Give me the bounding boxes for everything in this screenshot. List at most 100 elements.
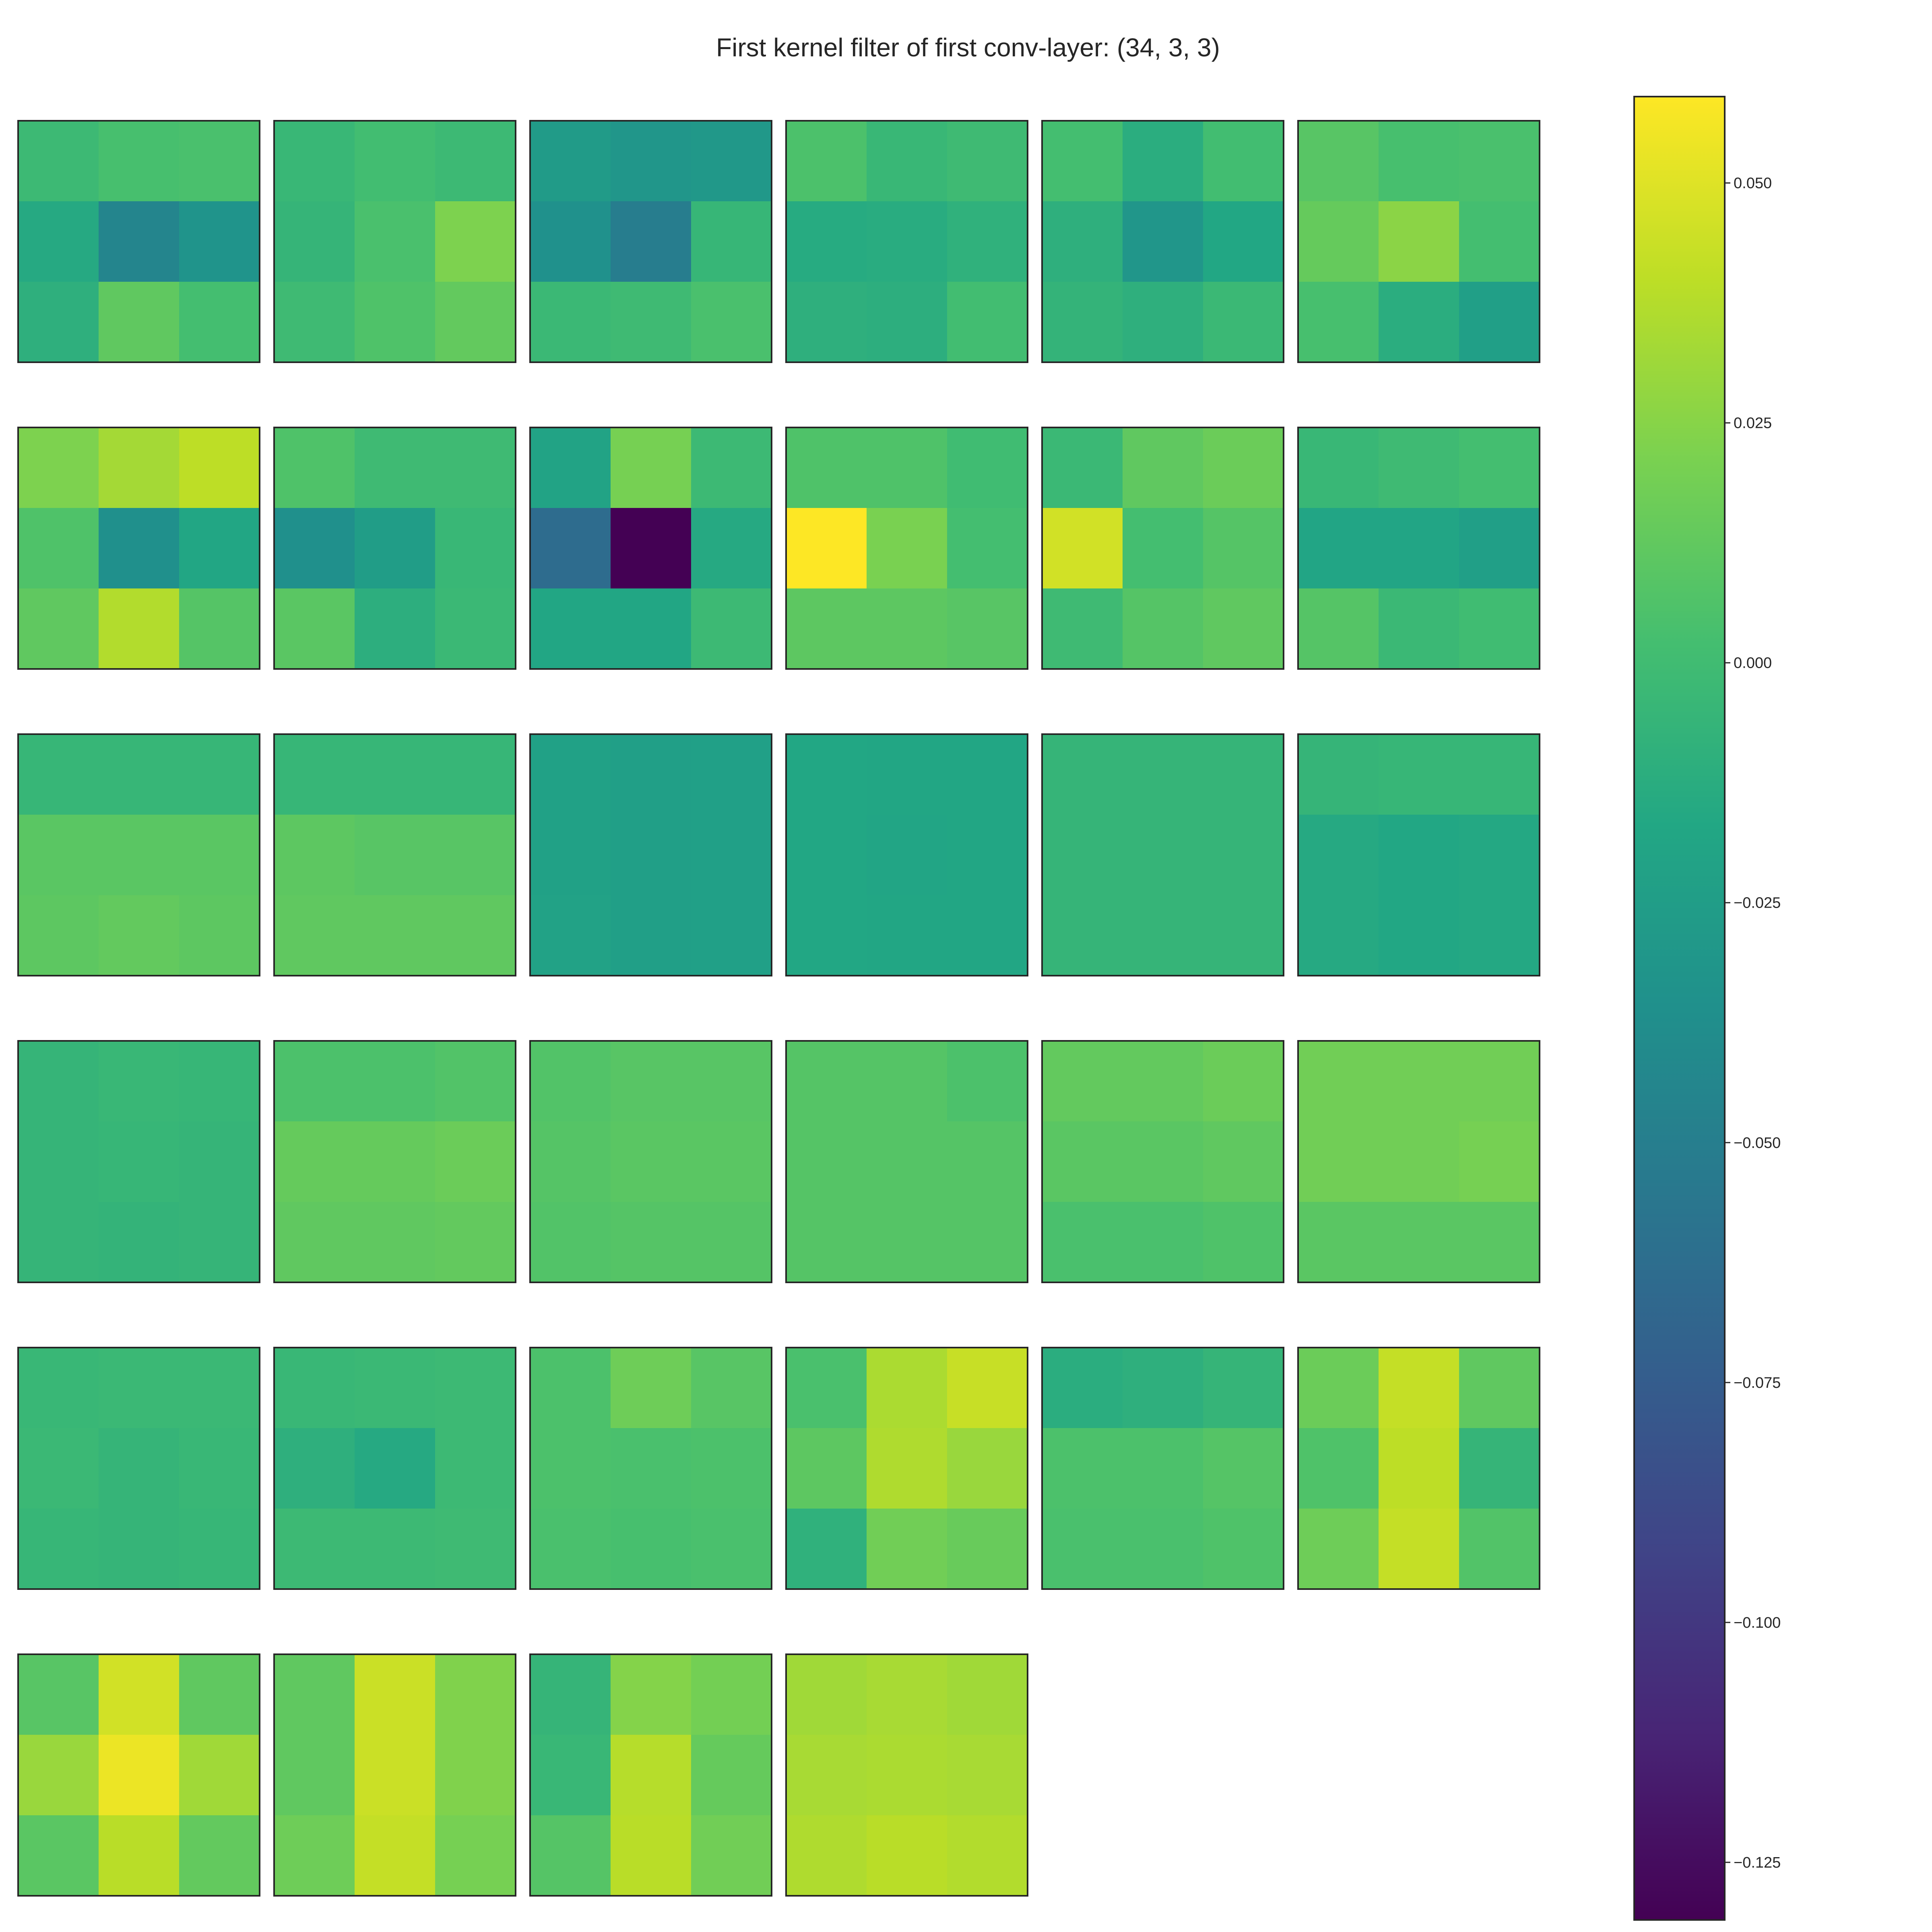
kernel-panel-frame	[17, 120, 260, 363]
kernel-cell	[611, 895, 691, 976]
kernel-cell	[18, 1654, 99, 1735]
kernel-cell	[18, 1815, 99, 1896]
kernel-cell	[530, 588, 611, 669]
kernel-cell	[179, 121, 260, 202]
kernel-cell	[611, 1202, 691, 1283]
kernel-cell	[99, 121, 180, 202]
kernel-cell	[691, 1121, 772, 1202]
kernel-panel-11	[1041, 427, 1284, 670]
kernel-cell	[355, 201, 436, 282]
kernel-cell	[435, 427, 516, 508]
kernel-panel-frame	[273, 1040, 516, 1283]
kernel-cell	[1042, 588, 1123, 669]
kernel-cell	[691, 1041, 772, 1122]
kernel-cell	[1459, 1348, 1540, 1428]
kernel-cell	[867, 1735, 947, 1816]
kernel-cell	[867, 282, 947, 363]
kernel-cell	[99, 282, 180, 363]
kernel-panel-12	[1297, 427, 1540, 670]
kernel-cell	[530, 1202, 611, 1283]
kernel-cell	[1203, 588, 1284, 669]
kernel-cell	[947, 121, 1028, 202]
kernel-cell	[947, 1654, 1028, 1735]
kernel-cell	[1203, 282, 1284, 363]
kernel-panel-32	[273, 1653, 516, 1897]
kernel-cell	[1379, 734, 1459, 815]
kernel-cell	[435, 1121, 516, 1202]
kernel-cell	[947, 815, 1028, 896]
kernel-cell	[1042, 121, 1123, 202]
kernel-cell	[947, 895, 1028, 976]
kernel-cell	[1042, 1041, 1123, 1122]
kernel-cell	[867, 734, 947, 815]
kernel-panel-frame	[529, 733, 772, 976]
kernel-cell	[1298, 1428, 1379, 1509]
kernel-panel-frame	[785, 120, 1028, 363]
kernel-cell	[435, 815, 516, 896]
kernel-cell	[355, 895, 436, 976]
kernel-panel-frame	[273, 120, 516, 363]
kernel-cell	[18, 282, 99, 363]
kernel-cell	[274, 1121, 355, 1202]
kernel-cell	[274, 588, 355, 669]
kernel-cell	[611, 1735, 691, 1816]
kernel-cell	[1042, 1202, 1123, 1283]
kernel-panel-6	[1297, 120, 1540, 363]
kernel-cell	[1123, 282, 1203, 363]
kernel-cell	[274, 734, 355, 815]
kernel-cell	[355, 1428, 436, 1509]
kernel-cell	[1298, 588, 1379, 669]
kernel-cell	[274, 201, 355, 282]
kernel-cell	[611, 201, 691, 282]
kernel-cell	[867, 1202, 947, 1283]
kernel-cell	[530, 1348, 611, 1428]
kernel-cell	[179, 508, 260, 589]
kernel-panel-26	[273, 1347, 516, 1590]
colorbar-frame	[1633, 96, 1726, 1921]
kernel-cell	[691, 815, 772, 896]
kernel-cell	[1379, 1041, 1459, 1122]
kernel-panel-25	[17, 1347, 260, 1590]
kernel-cell	[1123, 201, 1203, 282]
kernel-cell	[18, 1041, 99, 1122]
kernel-cell	[691, 201, 772, 282]
kernel-cell	[1042, 734, 1123, 815]
kernel-cell	[786, 1121, 867, 1202]
kernel-cell	[611, 1654, 691, 1735]
kernel-cell	[18, 588, 99, 669]
kernel-cell	[179, 1348, 260, 1428]
kernel-cell	[1042, 282, 1123, 363]
kernel-cell	[1459, 1428, 1540, 1509]
kernel-cell	[611, 815, 691, 896]
kernel-cell	[435, 1041, 516, 1122]
kernel-cell	[947, 1815, 1028, 1896]
kernel-cell	[435, 282, 516, 363]
kernel-cell	[947, 508, 1028, 589]
kernel-cell	[1459, 1202, 1540, 1283]
kernel-cell	[1123, 121, 1203, 202]
kernel-cell	[786, 508, 867, 589]
kernel-panel-frame	[529, 120, 772, 363]
kernel-cell	[274, 1815, 355, 1896]
kernel-cell	[274, 1509, 355, 1589]
kernel-cell	[355, 121, 436, 202]
kernel-cell	[867, 1121, 947, 1202]
colorbar-gradient	[1634, 97, 1725, 1920]
kernel-cell	[1203, 121, 1284, 202]
kernel-panel-frame	[1297, 1347, 1540, 1590]
kernel-cell	[435, 734, 516, 815]
kernel-cell	[530, 1509, 611, 1589]
kernel-cell	[867, 1428, 947, 1509]
kernel-cell	[1123, 895, 1203, 976]
kernel-cell	[1459, 895, 1540, 976]
kernel-panel-2	[273, 120, 516, 363]
kernel-cell	[786, 201, 867, 282]
colorbar-tick-label: −0.125	[1734, 1854, 1781, 1871]
kernel-cell	[786, 588, 867, 669]
kernel-cell	[99, 588, 180, 669]
kernel-cell	[1459, 1509, 1540, 1589]
kernel-cell	[786, 1509, 867, 1589]
kernel-cell	[1042, 1121, 1123, 1202]
kernel-cell	[867, 588, 947, 669]
